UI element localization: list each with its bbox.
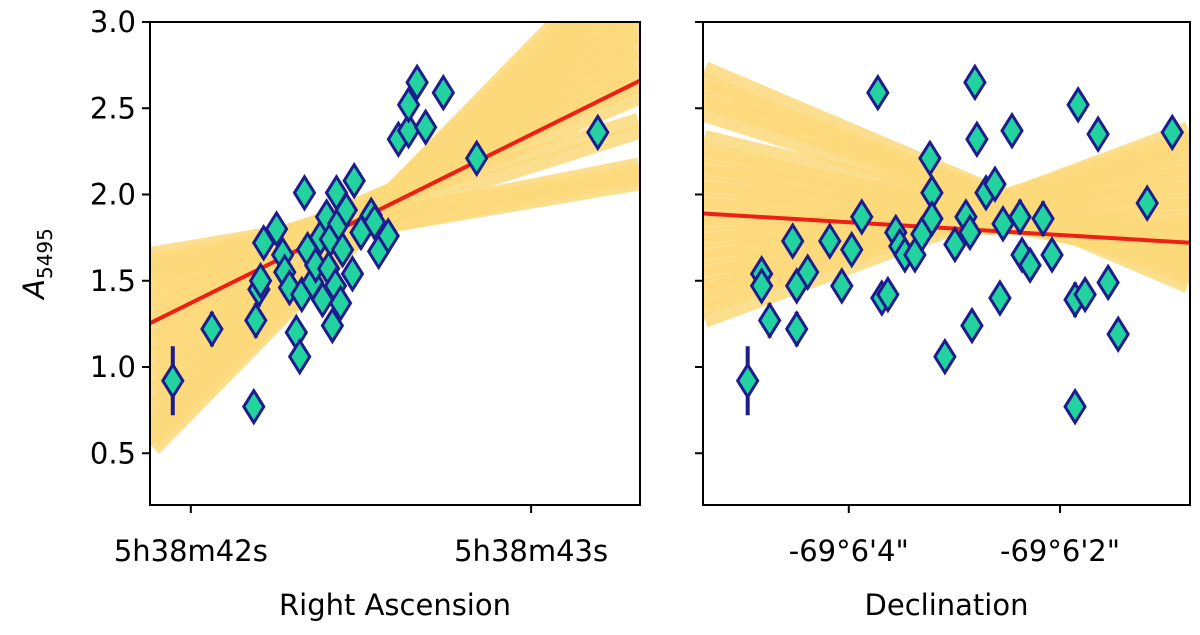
point bbox=[1040, 236, 1064, 274]
point bbox=[795, 253, 820, 291]
point bbox=[328, 284, 353, 323]
point bbox=[933, 337, 957, 376]
x-tick-label: -69°6'2" bbox=[1000, 534, 1120, 568]
point bbox=[264, 210, 289, 248]
point bbox=[431, 73, 456, 112]
y-tick-label: 3.0 bbox=[90, 5, 136, 39]
point bbox=[242, 387, 266, 426]
point bbox=[749, 267, 774, 305]
point bbox=[277, 268, 302, 307]
point bbox=[918, 139, 942, 178]
y-tick-label: 1.0 bbox=[90, 350, 136, 384]
y-tick-label: 0.5 bbox=[90, 436, 136, 470]
point bbox=[1031, 199, 1055, 238]
point bbox=[292, 173, 317, 212]
y-tick-label: 2.5 bbox=[90, 91, 136, 125]
point bbox=[376, 217, 400, 255]
point bbox=[958, 213, 982, 252]
point bbox=[1073, 275, 1097, 314]
point bbox=[1008, 198, 1032, 236]
point bbox=[1106, 315, 1130, 354]
point bbox=[342, 161, 366, 200]
point bbox=[920, 199, 944, 238]
point bbox=[1018, 246, 1042, 285]
x-tick-label: 5h38m42s bbox=[114, 534, 268, 568]
fit-sample-edge bbox=[703, 72, 1190, 282]
y-axis-label-main: A bbox=[17, 279, 51, 301]
axes-frame bbox=[149, 21, 641, 506]
fit-sample-edge bbox=[703, 90, 1190, 274]
plot-area bbox=[150, 22, 640, 454]
point bbox=[330, 230, 355, 269]
fit-sample-edge bbox=[703, 176, 1190, 248]
point bbox=[784, 310, 809, 348]
point bbox=[965, 120, 989, 159]
fit-sample-edge bbox=[703, 141, 1190, 299]
y-axis-label-sub: 5495 bbox=[33, 228, 57, 279]
point bbox=[1096, 263, 1120, 302]
point bbox=[413, 108, 438, 147]
point bbox=[1063, 387, 1087, 426]
fit-sample-edge bbox=[150, 22, 566, 446]
point bbox=[340, 255, 365, 293]
point bbox=[839, 230, 864, 269]
point bbox=[200, 310, 224, 348]
point bbox=[988, 279, 1012, 317]
point bbox=[943, 225, 967, 264]
point bbox=[464, 139, 489, 178]
point bbox=[1066, 85, 1090, 124]
fit-sample-edge bbox=[703, 193, 1190, 239]
x-axis-label: Declination bbox=[865, 588, 1029, 622]
point bbox=[876, 275, 900, 314]
point bbox=[780, 222, 805, 260]
fit-sample-edge bbox=[150, 169, 640, 268]
point bbox=[405, 63, 429, 102]
plot-area bbox=[703, 61, 1190, 426]
point bbox=[161, 361, 185, 400]
point bbox=[1160, 113, 1185, 152]
fit-line bbox=[703, 211, 1190, 245]
point bbox=[320, 306, 345, 345]
point bbox=[1000, 111, 1024, 150]
y-tick-label: 2.0 bbox=[90, 178, 136, 212]
fit-sample-edge bbox=[703, 141, 1190, 262]
x-tick-label: 5h38m43s bbox=[454, 534, 608, 568]
y-tick-label: 1.5 bbox=[90, 264, 136, 298]
point bbox=[850, 198, 874, 236]
fit-sample-edge bbox=[703, 133, 1190, 317]
y-axis-label: A5495 bbox=[17, 228, 57, 301]
point bbox=[757, 301, 782, 340]
x-tick-label: -69°6'4" bbox=[789, 534, 909, 568]
point bbox=[830, 267, 854, 305]
point bbox=[963, 63, 987, 102]
fit-line bbox=[150, 78, 640, 325]
point bbox=[866, 73, 890, 112]
point bbox=[244, 301, 268, 340]
point bbox=[362, 203, 387, 241]
point bbox=[960, 306, 984, 345]
point bbox=[735, 361, 760, 400]
axes-frame bbox=[702, 21, 1191, 506]
point bbox=[983, 165, 1007, 203]
point bbox=[1135, 184, 1159, 222]
point bbox=[248, 261, 273, 300]
point bbox=[1086, 115, 1110, 153]
point bbox=[334, 191, 359, 229]
x-axis-label: Right Ascension bbox=[279, 588, 511, 622]
point bbox=[287, 337, 312, 376]
point bbox=[817, 222, 842, 260]
point bbox=[586, 113, 610, 152]
point bbox=[396, 85, 421, 124]
